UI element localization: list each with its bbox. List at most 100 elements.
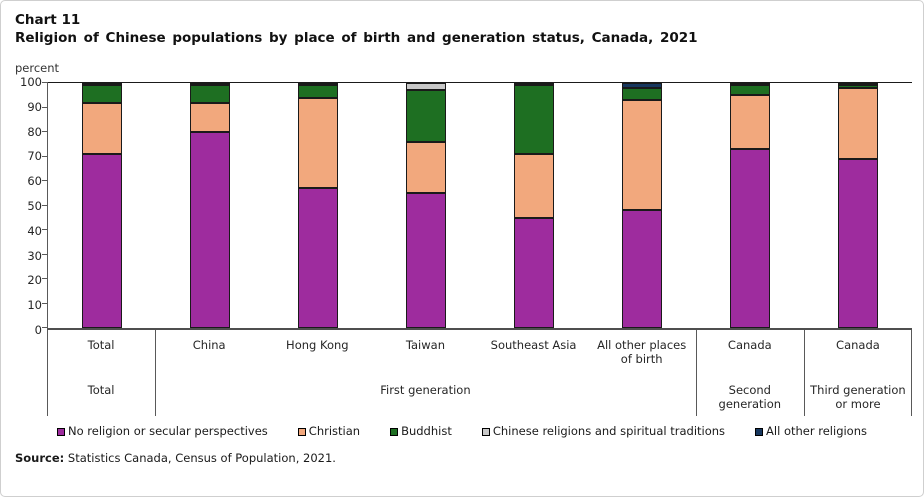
bar-segment-christian: [730, 95, 770, 150]
y-tick-label: 10: [27, 298, 42, 313]
y-tick-label: 50: [27, 199, 42, 213]
bar-segment-no-religion-or-secular-perspectives: [406, 193, 446, 328]
stacked-bar-canada: [838, 83, 878, 328]
bar-segment-christian: [190, 102, 230, 132]
bar-segment-all-other-religions: [730, 83, 770, 86]
y-tick-mark: [42, 106, 48, 108]
y-tick-label: 80: [27, 124, 42, 139]
bar-segment-christian: [838, 87, 878, 159]
bar-segment-no-religion-or-secular-perspectives: [730, 149, 770, 328]
group-divider-line: [47, 330, 48, 416]
stacked-bar-china: [190, 83, 230, 328]
group-label: Third generation or more: [810, 383, 906, 411]
source-text: Statistics Canada, Census of Population,…: [64, 451, 336, 465]
chart-title: Religion of Chinese populations by place…: [15, 30, 698, 46]
chart-number: Chart 11: [15, 12, 81, 28]
bar-segment-all-other-religions: [82, 82, 122, 85]
y-tick-label: 20: [27, 273, 42, 288]
legend-item-all-other-religions: All other religions: [755, 425, 867, 438]
bar-segment-no-religion-or-secular-perspectives: [190, 132, 230, 328]
category-label: All other places of birth: [597, 338, 687, 366]
category-label: Taiwan: [405, 338, 445, 352]
group-divider-line: [155, 330, 157, 416]
source-note: Source: Statistics Canada, Census of Pop…: [15, 451, 923, 465]
group-label: Total: [87, 383, 115, 397]
y-tick-label: 40: [27, 223, 42, 238]
y-tick-mark: [42, 302, 48, 304]
legend: No religion or secular perspectives Chris…: [1, 425, 923, 438]
legend-label: No religion or secular perspectives: [67, 424, 268, 438]
bar-segment-christian: [298, 97, 338, 189]
bar-slot: [588, 83, 696, 328]
y-tick-label: 70: [27, 149, 42, 164]
bar-segment-buddhist: [514, 85, 554, 155]
bar-segment-buddhist: [406, 90, 446, 142]
y-tick-mark: [42, 253, 48, 255]
bar-segment-buddhist: [298, 85, 338, 98]
source-label: Source:: [15, 451, 65, 465]
bar-slot: [48, 82, 156, 328]
stacked-bar-total: [82, 82, 122, 328]
bar-segment-all-other-religions: [622, 83, 662, 88]
bar-segment-no-religion-or-secular-perspectives: [838, 158, 878, 328]
stacked-bar-hong-kong: [298, 83, 338, 328]
legend-label: All other religions: [766, 424, 868, 438]
legend-label: Christian: [308, 424, 361, 438]
y-tick-mark: [42, 327, 48, 328]
bar-segment-all-other-religions: [838, 83, 878, 86]
y-tick-label: 60: [27, 174, 42, 189]
bar-segment-all-other-religions: [298, 83, 338, 86]
stacked-bar-taiwan: [406, 83, 446, 328]
legend-swatch-icon: [297, 427, 306, 436]
category-label: Hong Kong: [286, 338, 349, 352]
legend-item-christian: Christian: [297, 424, 361, 438]
chart-header: Chart 11 Religion of Chinese populations…: [1, 1, 923, 48]
stacked-bar-all-other-places-of-birth: [622, 83, 662, 328]
bar-segment-christian: [406, 141, 446, 194]
bar-slot: [804, 83, 912, 328]
y-tick-mark: [42, 229, 48, 230]
chart-area: 0 10 20 30 40 50 60 70 80 90 100 Total China Hong Ko…: [11, 76, 923, 416]
bar-slot: [156, 83, 264, 328]
bar-segment-no-religion-or-secular-perspectives: [622, 210, 662, 328]
legend-item-buddhist: Buddhist: [390, 425, 452, 438]
bar-segment-buddhist: [838, 85, 878, 88]
category-label: China: [192, 338, 226, 352]
group-label-row: Total First generation Second generation Th…: [47, 377, 912, 416]
group-divider-line: [695, 330, 697, 416]
bar-segment-all-other-religions: [190, 83, 230, 86]
bar-segment-buddhist: [730, 85, 770, 96]
bar-segment-buddhist: [622, 87, 662, 101]
y-tick-mark: [42, 278, 48, 279]
legend-swatch-icon: [56, 427, 65, 436]
y-tick-mark: [42, 180, 48, 181]
stacked-bar-southeast-asia: [514, 83, 554, 328]
y-tick-mark: [42, 155, 48, 157]
category-label: Southeast Asia: [490, 338, 577, 352]
plot-area: [42, 82, 912, 330]
bar-slot: [696, 83, 804, 328]
bar-slot: [372, 83, 480, 328]
y-tick-mark: [42, 204, 48, 206]
group-divider-line: [911, 330, 912, 416]
bar-segment-buddhist: [82, 85, 122, 103]
y-tick-label: 30: [27, 248, 42, 263]
legend-swatch-icon: [390, 427, 399, 436]
group-divider-line: [803, 330, 805, 416]
legend-item-no-religion-or-secular-perspectives: No religion or secular perspectives: [56, 424, 268, 438]
category-label: Canada: [836, 338, 880, 352]
category-axis-table: Total China Hong Kong Taiwan Southeast Asia A…: [47, 330, 912, 416]
group-label: Second generation: [718, 383, 782, 411]
legend-swatch-icon: [481, 427, 490, 436]
bar-segment-no-religion-or-secular-perspectives: [82, 154, 122, 328]
y-tick-label: 90: [27, 99, 42, 114]
bar-segment-christian: [82, 102, 122, 155]
y-tick-mark: [42, 131, 48, 132]
category-label: Total: [87, 338, 115, 352]
legend-label: Chinese religions and spiritual traditio…: [492, 424, 726, 438]
y-tick-label: 0: [34, 323, 42, 337]
category-label: Canada: [727, 338, 772, 352]
bar-segment-all-other-religions: [514, 83, 554, 86]
bar-segment-christian: [514, 154, 554, 218]
